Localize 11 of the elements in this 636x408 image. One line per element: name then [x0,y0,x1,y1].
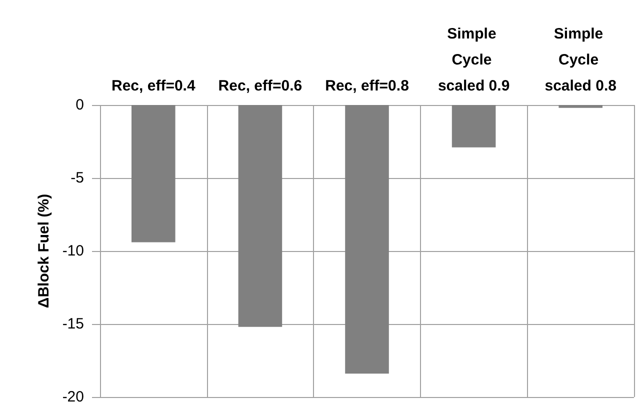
y-tick-label: -20 [62,388,84,406]
y-tick-label: -10 [62,242,84,260]
x-tick-label: Rec, eff=0.4 [112,78,196,94]
y-tick-label: -5 [70,170,84,186]
x-tick-label: Simple Cycle scaled 0.9 [438,26,510,94]
y-tick-label: 0 [76,96,84,114]
y-axis-title: ΔBlock Fuel (%) [35,194,52,308]
y-tick-label: -15 [62,316,84,332]
x-tick-label: Rec, eff=0.6 [218,78,302,94]
x-tick-label: Rec, eff=0.8 [325,78,409,94]
x-tick-label: Simple Cycle scaled 0.8 [544,26,616,94]
